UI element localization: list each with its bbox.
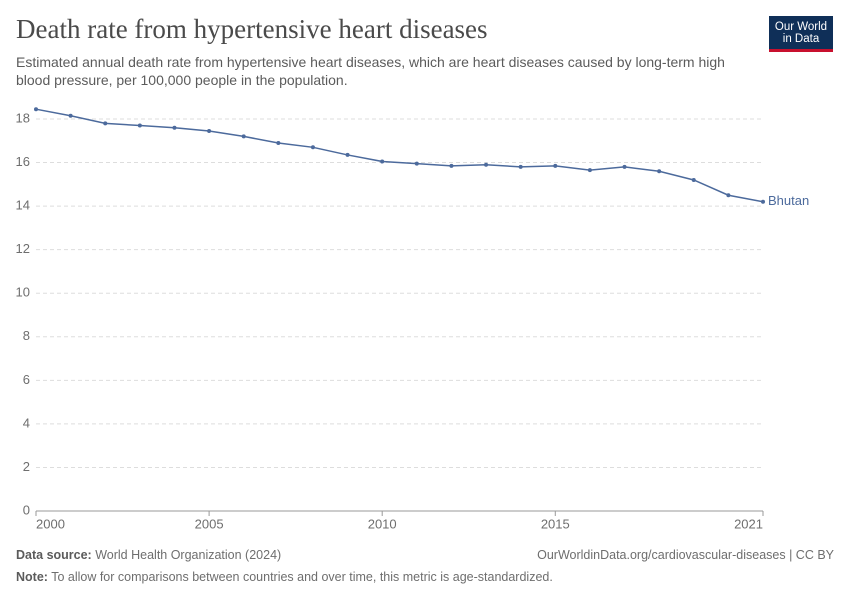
data-point xyxy=(726,193,731,198)
data-point xyxy=(761,199,765,204)
series-label: Bhutan xyxy=(768,193,809,208)
data-point xyxy=(691,177,696,182)
data-point xyxy=(276,140,281,145)
url[interactable]: OurWorldinData.org/cardiovascular-diseas… xyxy=(537,548,834,562)
x-tick-label: 2010 xyxy=(368,516,397,531)
note-line: Note: To allow for comparisons between c… xyxy=(16,570,553,584)
y-tick-label: 4 xyxy=(23,415,30,430)
chart-title: Death rate from hypertensive heart disea… xyxy=(16,14,488,44)
x-tick-label: 2015 xyxy=(541,516,570,531)
source: World Health Organization (2024) xyxy=(95,548,282,562)
y-tick-label: 2 xyxy=(23,459,30,474)
data-point xyxy=(449,163,454,168)
y-tick-label: 12 xyxy=(16,241,30,256)
data-point xyxy=(484,162,489,167)
y-tick-label: 18 xyxy=(16,110,30,125)
data-point xyxy=(137,123,142,128)
data-point xyxy=(657,169,662,174)
source-line: Data source: World Health Organization (… xyxy=(16,548,281,562)
note: To allow for comparisons between countri… xyxy=(51,570,553,584)
data-point xyxy=(380,159,385,164)
data-point xyxy=(622,164,627,169)
data-point xyxy=(68,113,73,118)
x-tick-label: 2021 xyxy=(734,516,763,531)
source-label: Data source: xyxy=(16,548,92,562)
data-point xyxy=(587,168,592,173)
y-tick-label: 16 xyxy=(16,154,30,169)
series-line xyxy=(35,108,764,203)
x-tick-label: 2000 xyxy=(36,516,65,531)
y-tick-label: 8 xyxy=(23,328,30,343)
data-point xyxy=(518,164,523,169)
y-tick-label: 14 xyxy=(16,198,30,213)
x-tick-label: 2005 xyxy=(195,516,224,531)
note-label: Note: xyxy=(16,570,48,584)
y-tick-label: 10 xyxy=(16,285,30,300)
data-point xyxy=(34,107,38,112)
data-point xyxy=(172,125,177,130)
data-point xyxy=(345,152,350,157)
chart-subtitle: Estimated annual death rate from hyperte… xyxy=(16,54,725,88)
data-point xyxy=(207,128,212,133)
data-point xyxy=(310,145,315,150)
y-tick-label: 6 xyxy=(23,372,30,387)
data-point xyxy=(103,121,108,126)
y-tick-label: 0 xyxy=(23,502,30,517)
data-point xyxy=(553,163,558,168)
logo[interactable]: Our World in Data xyxy=(769,16,833,52)
data-point xyxy=(414,161,419,166)
data-point xyxy=(241,134,246,139)
